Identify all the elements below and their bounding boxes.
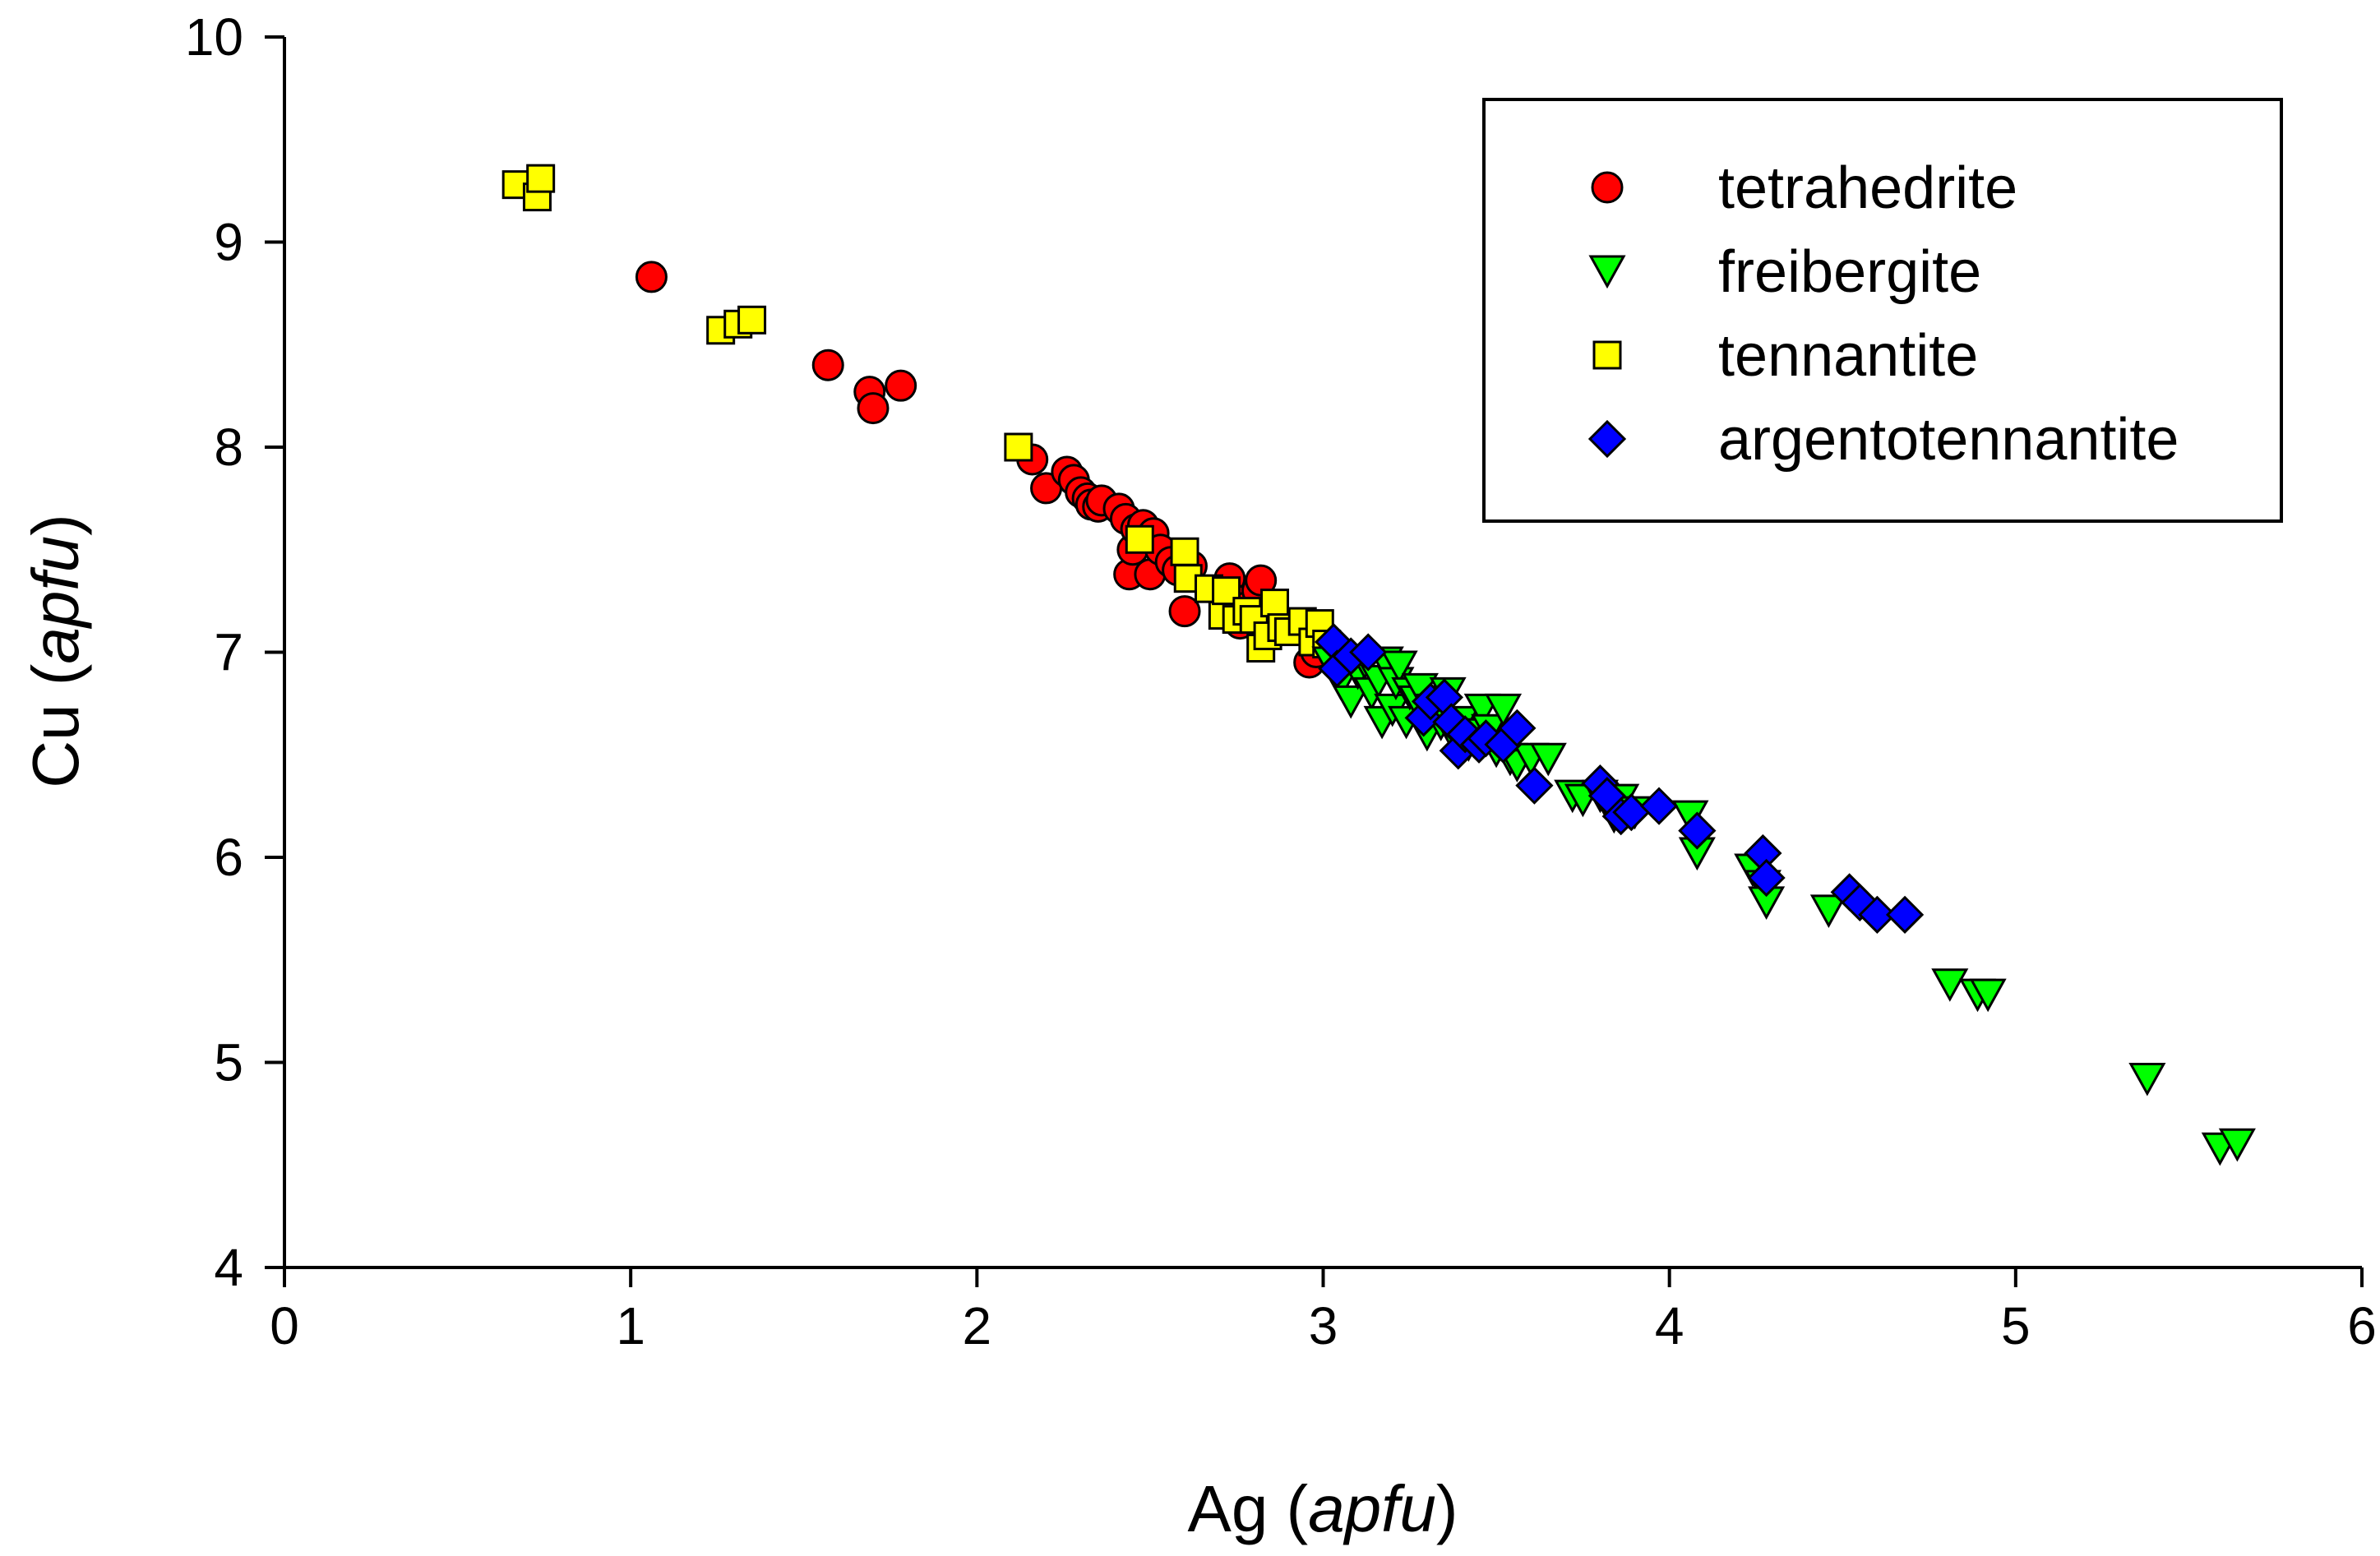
argentotennantite-point [1678, 811, 1717, 850]
freibergite-point [1969, 978, 2007, 1013]
freibergite-point [1380, 650, 1418, 685]
legend-marker-freibergite [1588, 255, 1626, 289]
y-axis-title-end: ) [19, 514, 92, 536]
legend-marker-argentotennantite [1587, 419, 1627, 459]
series-argentotennantite [1315, 622, 1925, 934]
freibergite-point [1484, 693, 1523, 727]
x-axis-title: Ag (apfu) [1187, 1472, 1458, 1545]
y-tick-label: 7 [214, 623, 243, 682]
x-tick-label: 4 [1655, 1296, 1684, 1355]
legend-items: tetrahedrite freibergite tennantite argento… [1587, 155, 2179, 473]
argentotennantite-point [1639, 787, 1679, 825]
x-tick-label: 5 [2001, 1296, 2031, 1355]
tennantite-point [1170, 537, 1199, 566]
y-axis-title-italic: apfu [19, 536, 92, 664]
legend-item-tetrahedrite: tetrahedrite [1591, 155, 2017, 221]
tennantite-point [737, 305, 767, 335]
legend-marker-tennantite [1592, 340, 1622, 370]
y-axis-ticks: 4 5 6 7 8 9 10 [185, 7, 284, 1297]
tennantite-point [1260, 589, 1290, 618]
freibergite-point [1809, 894, 1847, 928]
legend-label-tetrahedrite: tetrahedrite [1718, 155, 2017, 221]
y-tick-label: 5 [214, 1033, 243, 1092]
tetrahedrite-point [811, 349, 844, 381]
x-tick-label: 0 [270, 1296, 299, 1355]
argentotennantite-point [1349, 633, 1388, 672]
freibergite-point [2128, 1062, 2166, 1097]
y-tick-label: 4 [214, 1238, 243, 1297]
legend-item-argentotennantite: argentotennantite [1587, 407, 2179, 473]
argentotennantite-point [1885, 895, 1925, 934]
y-tick-label: 9 [214, 213, 243, 272]
legend-item-tennantite: tennantite [1592, 323, 1978, 389]
freibergite-point [1529, 742, 1567, 777]
legend-box [1482, 98, 2283, 523]
legend-label-argentotennantite: argentotennantite [1718, 407, 2179, 473]
argentotennantite-point [1747, 858, 1786, 898]
tetrahedrite-point [635, 261, 668, 293]
legend: tetrahedrite freibergite tennantite argento… [1482, 98, 2283, 523]
x-tick-label: 2 [963, 1296, 992, 1355]
y-tick-label: 6 [214, 828, 243, 887]
x-tick-label: 6 [2347, 1296, 2377, 1355]
x-tick-label: 3 [1309, 1296, 1338, 1355]
x-axis-title-italic: apfu [1308, 1472, 1436, 1545]
legend-item-freibergite: freibergite [1588, 239, 1981, 305]
y-tick-label: 8 [214, 418, 243, 477]
x-tick-label: 1 [616, 1296, 645, 1355]
argentotennantite-point [1498, 709, 1537, 747]
freibergite-point [1931, 968, 1969, 1002]
tetrahedrite-point [857, 392, 890, 425]
x-axis-ticks: 0 1 2 3 4 5 6 [270, 1267, 2377, 1355]
x-axis-title-end: ) [1436, 1472, 1458, 1545]
y-tick-label: 10 [185, 7, 243, 67]
data-points [501, 164, 2256, 1166]
tennantite-point [1004, 432, 1033, 462]
argentotennantite-point [1515, 766, 1554, 805]
tennantite-point [1125, 524, 1154, 554]
tetrahedrite-point [1168, 595, 1201, 628]
freibergite-point [1332, 685, 1370, 719]
tennantite-point [526, 164, 556, 193]
argentotennantite-point [1858, 895, 1897, 934]
legend-marker-tetrahedrite [1591, 171, 1624, 204]
y-axis-title: Cu (apfu) [19, 514, 92, 787]
tetrahedrite-point [885, 369, 917, 402]
y-axis-title-main: Cu ( [19, 663, 92, 787]
series-tennantite [501, 164, 1342, 663]
freibergite-point [2218, 1128, 2256, 1162]
legend-label-tennantite: tennantite [1718, 323, 1978, 389]
legend-label-freibergite: freibergite [1718, 239, 1981, 305]
x-axis-title-main: Ag ( [1187, 1472, 1308, 1545]
